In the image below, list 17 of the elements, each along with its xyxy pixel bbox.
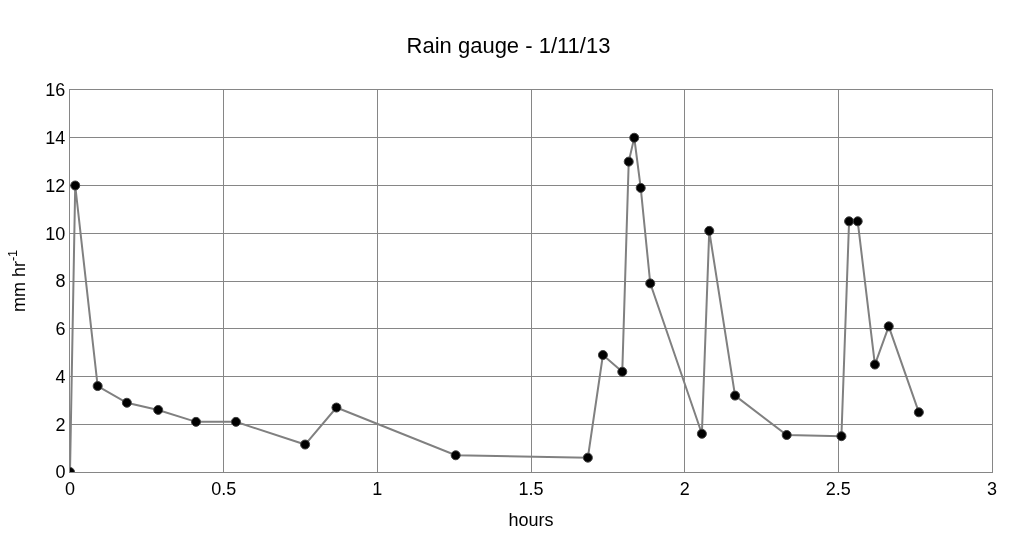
y-tick-label: 14 [45, 128, 66, 149]
chart-title: Rain gauge - 1/11/13 [406, 33, 611, 59]
x-tick-label: 1.5 [518, 478, 544, 499]
y-tick-label: 16 [45, 80, 66, 101]
y-tick-label: 0 [55, 462, 66, 483]
y-tick-label: 8 [55, 271, 66, 292]
y-tick-label: 4 [55, 366, 66, 387]
y-tick-label: 6 [55, 319, 66, 340]
y-tick-label: 10 [45, 223, 66, 244]
x-axis-title: hours [508, 509, 554, 530]
y-tick-label: 2 [55, 414, 66, 435]
x-tick-label: 0.5 [211, 478, 237, 499]
x-tick-label: 1 [372, 478, 383, 499]
y-tick-label: 12 [45, 175, 66, 196]
x-tick-label: 3 [986, 478, 998, 499]
x-tick-label: 2 [679, 478, 690, 499]
x-tick-label: 2.5 [825, 478, 851, 499]
